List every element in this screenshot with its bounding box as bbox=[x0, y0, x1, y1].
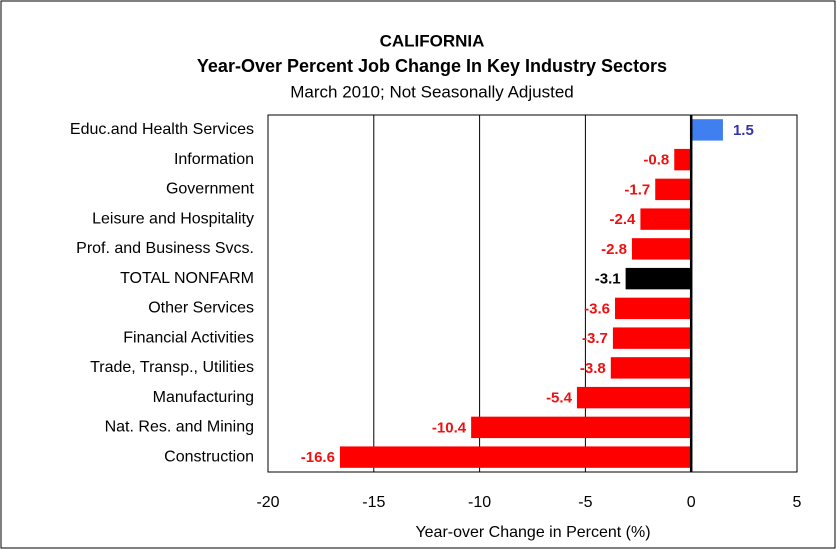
value-label: -3.8 bbox=[580, 360, 606, 377]
chart-subtitle: Year-Over Percent Job Change In Key Indu… bbox=[197, 56, 667, 76]
x-tick-label: -5 bbox=[578, 494, 592, 511]
plot-area bbox=[267, 114, 798, 473]
x-tick-label: -15 bbox=[362, 494, 385, 511]
bar bbox=[576, 386, 692, 409]
y-tick-label: Educ.and Health Services bbox=[70, 121, 254, 138]
bar bbox=[615, 297, 692, 320]
value-label: -2.4 bbox=[610, 211, 637, 228]
value-label: -0.8 bbox=[643, 152, 669, 169]
value-label: -5.4 bbox=[546, 390, 573, 407]
bar bbox=[655, 178, 692, 201]
bar bbox=[691, 119, 723, 141]
value-label: -16.6 bbox=[301, 449, 335, 466]
value-label: -10.4 bbox=[432, 419, 467, 436]
y-tick-label: Financial Activities bbox=[123, 329, 254, 346]
y-tick-label: Leisure and Hospitality bbox=[92, 210, 254, 227]
x-tick-label: 5 bbox=[793, 494, 802, 511]
y-tick-label: Manufacturing bbox=[153, 389, 254, 406]
y-tick-label: Trade, Transp., Utilities bbox=[90, 359, 254, 376]
y-tick-label: TOTAL NONFARM bbox=[120, 270, 254, 287]
value-label: -3.7 bbox=[582, 330, 608, 347]
y-tick-label: Prof. and Business Svcs. bbox=[76, 240, 254, 257]
bar bbox=[471, 416, 692, 439]
value-label: -3.6 bbox=[584, 300, 610, 317]
y-tick-label: Other Services bbox=[148, 300, 254, 317]
x-tick-label: -10 bbox=[468, 494, 491, 511]
bar bbox=[674, 148, 692, 171]
bar bbox=[339, 446, 692, 468]
bar bbox=[612, 327, 692, 349]
value-label: -3.1 bbox=[595, 271, 621, 288]
chart-note: March 2010; Not Seasonally Adjusted bbox=[290, 82, 574, 101]
y-tick-label: Nat. Res. and Mining bbox=[105, 419, 254, 436]
bar bbox=[625, 267, 692, 290]
value-label: 1.5 bbox=[733, 122, 754, 139]
bar bbox=[610, 357, 692, 379]
value-label: -2.8 bbox=[601, 241, 627, 258]
y-tick-label: Information bbox=[174, 151, 254, 168]
y-tick-label: Construction bbox=[164, 448, 254, 465]
x-tick-label: -20 bbox=[256, 494, 279, 511]
value-label: -1.7 bbox=[624, 181, 650, 198]
x-tick-label: 0 bbox=[687, 494, 696, 511]
bar bbox=[640, 208, 692, 230]
y-tick-label: Government bbox=[166, 181, 255, 198]
x-axis-label: Year-over Change in Percent (%) bbox=[415, 524, 650, 541]
bar bbox=[631, 238, 692, 260]
chart-title: CALIFORNIA bbox=[380, 31, 485, 50]
